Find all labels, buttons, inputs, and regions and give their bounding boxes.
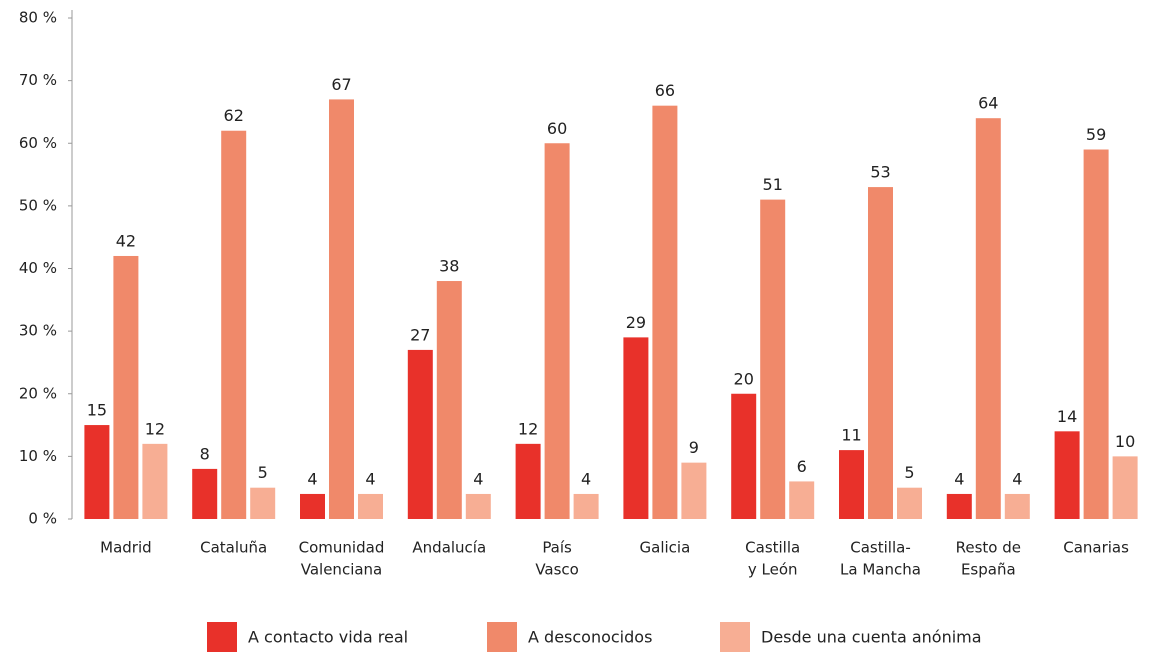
value-label: 15 (87, 401, 107, 420)
value-label: 4 (307, 469, 317, 488)
value-label: 51 (763, 175, 783, 194)
value-label: 11 (841, 426, 861, 445)
value-label: 66 (655, 81, 675, 100)
x-tick-label: Vasco (535, 561, 579, 579)
value-label: 12 (518, 419, 538, 438)
x-tick-label: Comunidad (299, 539, 385, 557)
value-label: 5 (904, 463, 914, 482)
bar (436, 281, 462, 519)
value-label: 20 (734, 369, 754, 388)
x-tick-label: Resto de (956, 539, 1021, 557)
value-label: 4 (1012, 469, 1022, 488)
y-tick-label: 20 % (19, 384, 57, 402)
x-tick-label: España (961, 561, 1016, 579)
x-tick-label: Canarias (1063, 539, 1129, 557)
y-tick-label: 40 % (19, 259, 57, 277)
value-label: 5 (258, 463, 268, 482)
value-label: 60 (547, 119, 567, 138)
bar (465, 493, 491, 519)
bar (1054, 431, 1080, 519)
legend-label: Desde una cuenta anónima (761, 628, 982, 647)
x-tick-label: Galicia (640, 539, 691, 557)
x-tick-label: Castilla- (850, 539, 910, 557)
y-tick-label: 60 % (19, 134, 57, 152)
legend-swatch (487, 622, 517, 652)
value-label: 4 (473, 469, 483, 488)
value-label: 27 (410, 325, 430, 344)
bar (731, 393, 757, 519)
value-label: 4 (954, 469, 964, 488)
x-tick-label: Castilla (745, 539, 800, 557)
value-label: 42 (116, 231, 136, 250)
bar (142, 443, 168, 519)
bar (515, 443, 541, 519)
value-label: 4 (581, 469, 591, 488)
value-label: 6 (797, 457, 807, 476)
bar (1004, 493, 1030, 519)
legend-label: A contacto vida real (248, 628, 408, 647)
bar (789, 481, 815, 519)
value-label: 4 (365, 469, 375, 488)
y-tick-label: 0 % (28, 510, 57, 528)
value-label: 8 (200, 444, 210, 463)
y-tick-label: 50 % (19, 196, 57, 214)
bar (623, 337, 649, 519)
bar (681, 462, 707, 519)
legend-swatch (207, 622, 237, 652)
bar (897, 487, 922, 519)
value-label: 53 (870, 163, 890, 182)
bar (1083, 149, 1109, 519)
x-tick-label: Madrid (100, 539, 152, 557)
bar (839, 450, 864, 519)
value-label: 59 (1086, 125, 1106, 144)
bar (1112, 456, 1138, 519)
y-tick-label: 70 % (19, 71, 57, 89)
legend-swatch (720, 622, 750, 652)
y-tick-label: 10 % (19, 447, 57, 465)
bar (113, 255, 139, 519)
value-label: 64 (978, 94, 998, 113)
value-label: 67 (331, 75, 351, 94)
bar (300, 493, 325, 519)
bar (250, 487, 276, 519)
legend-label: A desconocidos (528, 628, 652, 647)
value-label: 10 (1115, 432, 1135, 451)
bar (573, 493, 599, 519)
value-label: 9 (689, 438, 699, 457)
bar (946, 493, 972, 519)
bar (221, 130, 247, 519)
x-tick-label: Cataluña (200, 539, 267, 557)
bar (407, 349, 433, 519)
y-tick-label: 80 % (19, 9, 57, 27)
bar (544, 143, 570, 519)
bar (975, 118, 1001, 519)
bar (329, 99, 354, 519)
value-label: 62 (224, 106, 244, 125)
bar (868, 187, 893, 519)
bar (84, 425, 110, 519)
value-label: 29 (626, 313, 646, 332)
x-tick-label: País (542, 539, 572, 557)
x-tick-label: Andalucía (412, 539, 486, 557)
bar (652, 105, 678, 520)
value-label: 12 (145, 419, 165, 438)
value-label: 14 (1057, 407, 1077, 426)
bar (760, 199, 786, 520)
x-tick-label: La Mancha (840, 561, 921, 579)
value-label: 38 (439, 257, 459, 276)
x-tick-label: y León (748, 561, 798, 579)
y-tick-label: 30 % (19, 322, 57, 340)
x-tick-label: Valenciana (301, 561, 383, 579)
bar (192, 468, 218, 519)
bar (358, 493, 383, 519)
